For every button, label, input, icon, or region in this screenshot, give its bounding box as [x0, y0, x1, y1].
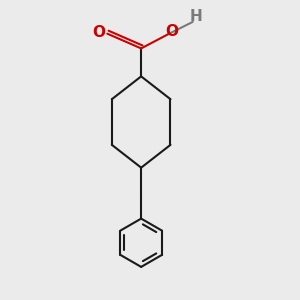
Text: H: H — [190, 9, 203, 24]
Text: O: O — [93, 25, 106, 40]
Text: O: O — [165, 24, 178, 39]
